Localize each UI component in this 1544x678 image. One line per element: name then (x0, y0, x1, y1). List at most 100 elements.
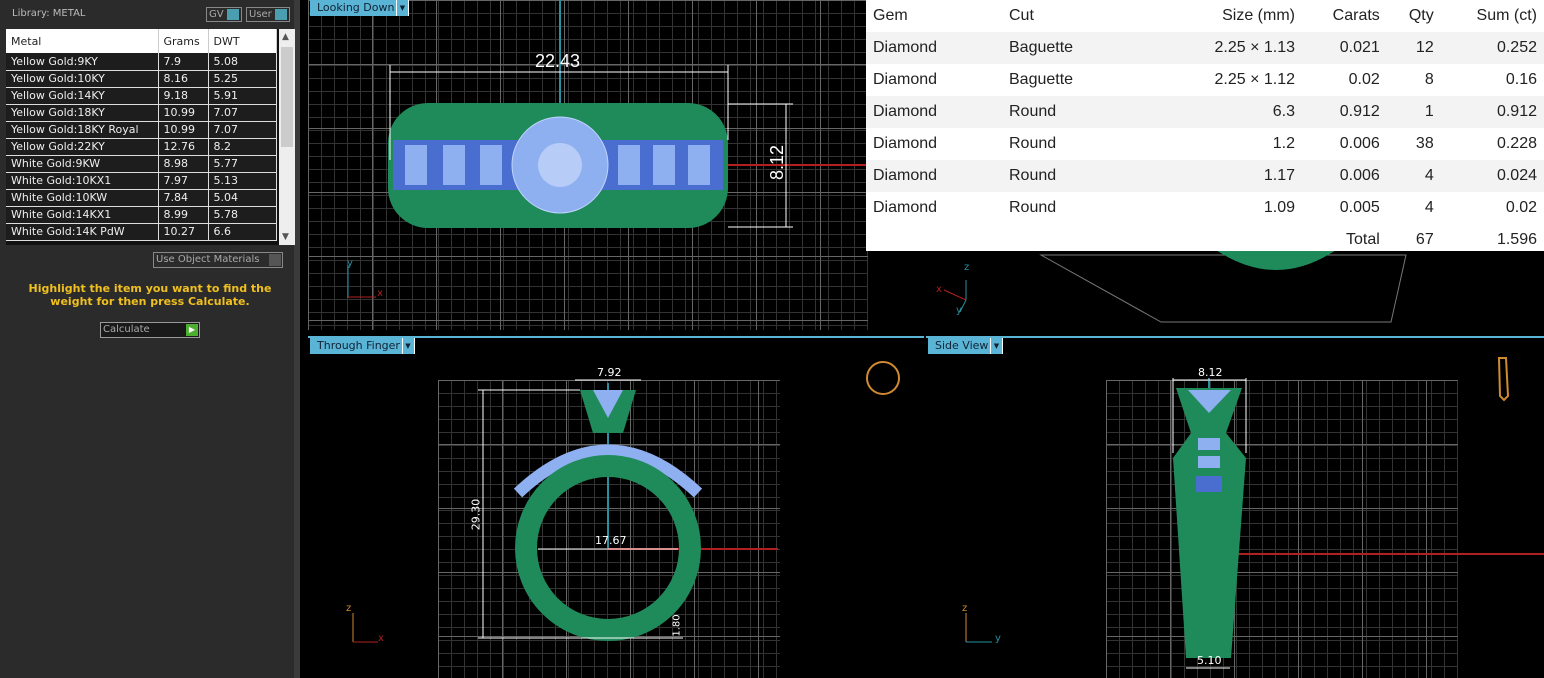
view-selector-side-view[interactable]: Side View ▼ (928, 338, 1004, 354)
dim-head-width: 7.92 (597, 366, 622, 379)
axis-y-label: y (347, 258, 353, 269)
gem-qty: 1 (1386, 96, 1441, 128)
col-dwt[interactable]: DWT (208, 29, 277, 53)
metal-row[interactable]: Yellow Gold:22KY 12.76 8.2 (6, 138, 277, 156)
dim-total-height: 29.30 (469, 498, 483, 531)
viewport-through-finger[interactable]: 7.92 29.30 17.67 1.80 z x Through Finger… (308, 336, 924, 678)
metal-name: White Gold:10KX1 (6, 172, 159, 190)
metal-name: Yellow Gold:10KY (6, 70, 159, 88)
col-size: Size (mm) (1222, 7, 1295, 24)
gv-toggle[interactable]: GV (206, 7, 242, 22)
gem-row: Diamond Baguette 2.25 × 1.13 0.021 12 0.252 (866, 32, 1544, 64)
metal-grams: 10.27 (158, 223, 209, 241)
scroll-down-icon[interactable]: ▼ (282, 232, 289, 242)
gem-size: 1.09 (1263, 199, 1295, 216)
ring-perspective-view (943, 250, 1407, 323)
metal-name: Yellow Gold:18KY Royal (6, 121, 159, 139)
metal-library-panel: Library: METAL GV User Metal Grams DWT Y… (0, 0, 300, 678)
axis-y-label: y (956, 305, 962, 316)
gem-type: Diamond (866, 160, 1002, 192)
metal-table: Metal Grams DWT Yellow Gold:9KY 7.9 5.08 Ye… (6, 29, 295, 245)
gem-row: Diamond Round 1.2 0.006 38 0.228 (866, 128, 1544, 160)
axis-z-label: z (962, 603, 968, 614)
total-sum: 1.596 (1496, 231, 1537, 248)
metal-grams: 7.84 (158, 189, 209, 207)
gem-cut: Round (1002, 160, 1132, 192)
gem-carats: 0.912 (1302, 96, 1387, 128)
gem-carats: 0.006 (1302, 160, 1387, 192)
view-selector-looking-down[interactable]: Looking Down ▼ (310, 0, 410, 16)
metal-row[interactable]: White Gold:10KW 7.84 5.04 (6, 189, 277, 207)
view-selector-through-finger[interactable]: Through Finger ▼ (310, 338, 415, 354)
metal-name: Yellow Gold:9KY (6, 53, 159, 71)
metal-table-scrollbar[interactable]: ▲ ▼ (279, 29, 295, 245)
viewport-side-view[interactable]: 8.12 5.10 z y Side View ▼ (926, 336, 1544, 678)
gem-summary-table: Gem Cut Size (mm) Carats Qty Sum (ct) Di… (866, 0, 1544, 251)
metal-row[interactable]: White Gold:14K PdW 10.27 6.6 (6, 223, 277, 241)
gem-type: Diamond (873, 135, 938, 152)
gem-carats: 0.006 (1339, 135, 1380, 152)
col-gem: Gem (873, 7, 908, 24)
metal-row[interactable]: Yellow Gold:9KY 7.9 5.08 (6, 53, 277, 71)
metal-name: White Gold:14K PdW (6, 223, 159, 241)
metal-grams: 8.16 (158, 70, 209, 88)
view-label: Through Finger (317, 339, 400, 352)
metal-row[interactable]: Yellow Gold:14KY 9.18 5.91 (6, 87, 277, 105)
gem-type: Diamond (866, 32, 1002, 64)
col-metal[interactable]: Metal (6, 29, 159, 53)
gem-row: Diamond Round 1.17 0.006 4 0.024 (866, 160, 1544, 192)
use-object-materials-toggle[interactable]: Use Object Materials (153, 252, 283, 268)
gem-qty: 12 (1386, 32, 1441, 64)
calculate-button[interactable]: Calculate ▶ (100, 322, 200, 338)
metal-row[interactable]: Yellow Gold:18KY Royal 10.99 7.07 (6, 121, 277, 139)
metal-dwt: 5.08 (208, 53, 277, 71)
gem-cut: Round (1009, 199, 1057, 216)
metal-dwt: 7.07 (208, 121, 277, 139)
gem-carats: 0.005 (1339, 199, 1380, 216)
toggle-circle-icon (269, 254, 281, 266)
metal-name: Yellow Gold:18KY (6, 104, 159, 122)
metal-grams: 8.99 (158, 206, 209, 224)
user-label: User (249, 9, 272, 20)
metal-grams: 7.9 (158, 53, 209, 71)
scroll-up-icon[interactable]: ▲ (282, 32, 289, 42)
library-title: Library: METAL (12, 8, 86, 19)
dim-inner-diameter: 17.67 (595, 534, 627, 547)
gem-size: 2.25 × 1.12 (1214, 71, 1295, 88)
dim-width: 22.43 (535, 51, 581, 71)
viewport-looking-down[interactable]: 22.43 8.12 y x Looking Down ▼ (308, 0, 924, 333)
dim-band-thickness: 1.80 (671, 614, 683, 637)
gv-label: GV (209, 9, 224, 20)
gem-qty: 8 (1424, 71, 1434, 88)
metal-row[interactable]: White Gold:10KX1 7.97 5.13 (6, 172, 277, 190)
metal-dwt: 5.13 (208, 172, 277, 190)
dim-shank-depth: 5.10 (1197, 654, 1222, 667)
gem-size: 6.3 (1132, 96, 1302, 128)
col-cut: Cut (1009, 7, 1034, 24)
gem-row: Diamond Round 1.09 0.005 4 0.02 (866, 192, 1544, 224)
dim-height: 8.12 (767, 144, 788, 181)
use-object-materials-label: Use Object Materials (156, 254, 260, 265)
ring-side-view (965, 357, 1544, 669)
gem-cut: Round (1002, 96, 1132, 128)
col-grams[interactable]: Grams (158, 29, 209, 53)
view-label: Looking Down (317, 1, 395, 14)
gem-type: Diamond (866, 96, 1002, 128)
gem-sum: 0.16 (1505, 71, 1537, 88)
metal-row[interactable]: White Gold:9KW 8.98 5.77 (6, 155, 277, 173)
gem-sum: 0.912 (1440, 96, 1544, 128)
metal-row[interactable]: White Gold:14KX1 8.99 5.78 (6, 206, 277, 224)
metal-grams: 10.99 (158, 121, 209, 139)
metal-dwt: 6.6 (208, 223, 277, 241)
gem-sum: 0.228 (1496, 135, 1537, 152)
ring-thumbnail-icon (866, 361, 900, 395)
dim-head-depth: 8.12 (1198, 366, 1223, 379)
gem-qty: 4 (1424, 199, 1434, 216)
axis-x-label: x (377, 288, 383, 299)
metal-dwt: 5.91 (208, 87, 277, 105)
metal-row[interactable]: Yellow Gold:10KY 8.16 5.25 (6, 70, 277, 88)
play-icon: ▶ (186, 324, 198, 336)
user-toggle[interactable]: User (246, 7, 290, 22)
metal-grams: 9.18 (158, 87, 209, 105)
metal-row[interactable]: Yellow Gold:18KY 10.99 7.07 (6, 104, 277, 122)
